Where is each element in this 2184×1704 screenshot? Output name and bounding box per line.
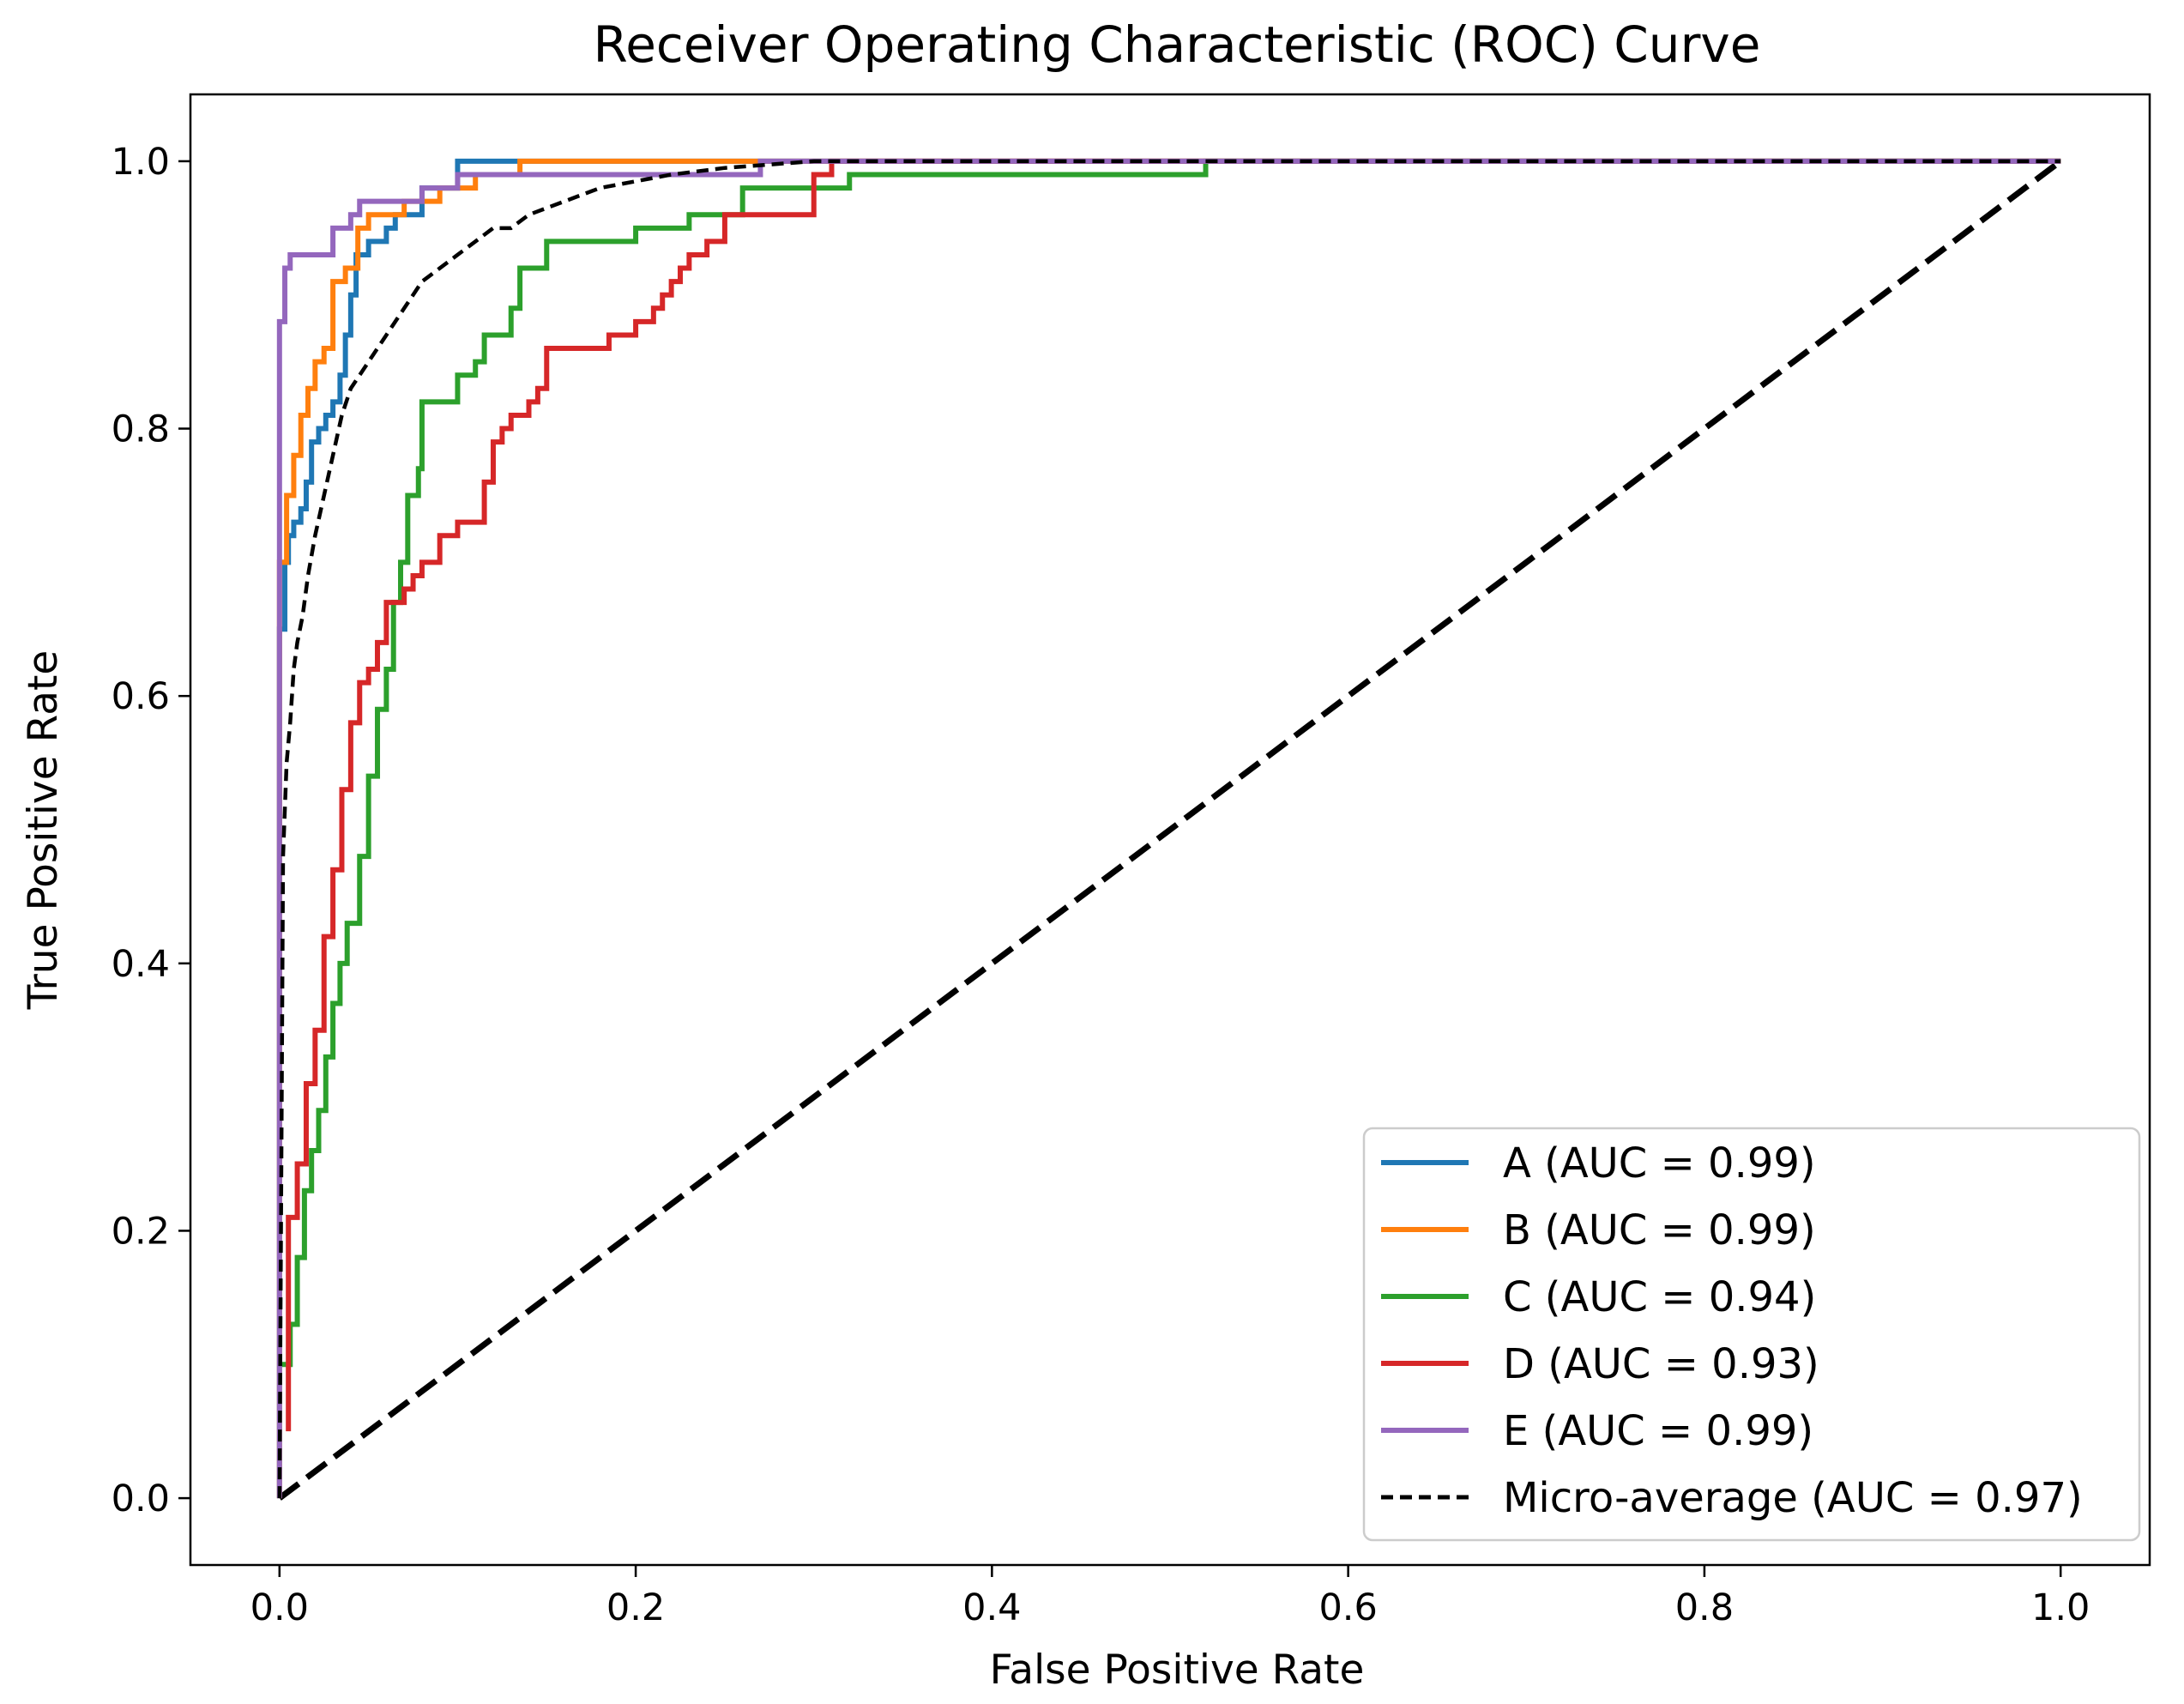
y-axis: 0.0 0.2 0.4 0.6 0.8 1.0 <box>112 141 190 1520</box>
x-tick-label: 0.8 <box>1675 1586 1734 1629</box>
y-tick-label: 0.4 <box>112 943 170 986</box>
legend-label-b: B (AUC = 0.99) <box>1503 1206 1816 1254</box>
x-axis: 0.0 0.2 0.4 0.6 0.8 1.0 <box>250 1565 2090 1629</box>
legend-label-a: A (AUC = 0.99) <box>1503 1139 1816 1187</box>
legend-box <box>1362 1127 2141 1542</box>
y-tick-label: 0.6 <box>112 675 170 718</box>
legend-label-micro-average: Micro-average (AUC = 0.97) <box>1503 1474 2083 1522</box>
series-line-d <box>286 158 2061 1432</box>
chart-title: Receiver Operating Characteristic (ROC) … <box>594 15 1761 74</box>
legend-label-e: E (AUC = 0.99) <box>1503 1407 1813 1455</box>
y-tick-label: 0.2 <box>112 1210 170 1253</box>
series-layer <box>276 158 2063 1501</box>
series-line-chance-diagonal <box>277 159 2063 1501</box>
series-line-b <box>276 158 2061 1499</box>
x-tick-label: 0.2 <box>606 1586 665 1629</box>
y-tick-label: 1.0 <box>112 141 170 184</box>
x-axis-label: False Positive Rate <box>990 1647 1365 1694</box>
y-axis-label: True Positive Rate <box>20 650 67 1011</box>
x-tick-label: 0.0 <box>250 1586 309 1629</box>
x-tick-label: 0.4 <box>962 1586 1021 1629</box>
x-tick-label: 0.6 <box>1318 1586 1377 1629</box>
y-tick-label: 0.0 <box>112 1477 170 1520</box>
legend: A (AUC = 0.99) B (AUC = 0.99) C (AUC = 0.9… <box>1362 1127 2141 1542</box>
plot-frame <box>189 93 2151 1567</box>
series-line-c <box>279 158 2061 1368</box>
x-tick-label: 1.0 <box>2031 1586 2090 1629</box>
legend-label-c: C (AUC = 0.94) <box>1503 1273 1816 1321</box>
legend-label-d: D (AUC = 0.93) <box>1503 1340 1819 1388</box>
series-line-micro-average <box>277 159 2061 1499</box>
y-tick-label: 0.8 <box>112 408 170 451</box>
series-line-e <box>276 158 2061 1499</box>
